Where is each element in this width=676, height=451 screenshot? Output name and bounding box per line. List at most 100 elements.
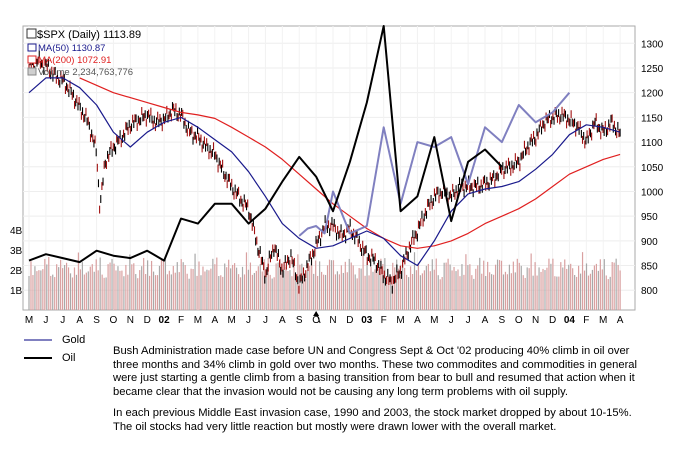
volume-bar: [60, 259, 62, 310]
volume-bar: [44, 258, 46, 310]
volume-bar: [30, 261, 32, 310]
volume-bar: [615, 258, 617, 310]
volume-bar: [152, 271, 155, 310]
volume-bar: [360, 268, 362, 310]
volume-bar: [253, 273, 255, 310]
volume-bar: [186, 273, 188, 310]
volume-bar: [473, 278, 475, 310]
volume-bar: [487, 261, 489, 310]
volume-bar: [97, 270, 99, 310]
volume-bar: [364, 275, 366, 310]
volume-bar: [287, 270, 289, 310]
volume-bar: [419, 275, 422, 310]
volume-bar: [212, 258, 214, 310]
x-tick-label: M: [430, 315, 438, 326]
volume-bar: [235, 267, 238, 310]
volume-bar: [542, 268, 544, 310]
volume-bar: [619, 270, 621, 310]
volume-bar: [350, 262, 352, 310]
volume-bar: [587, 275, 590, 310]
x-tick-label: F: [178, 315, 184, 326]
x-tick-label: J: [466, 315, 471, 326]
volume-bar: [281, 264, 283, 310]
volume-bar: [182, 262, 184, 310]
volume-bar: [147, 260, 149, 310]
volume-bar: [259, 264, 261, 310]
volume-bar: [425, 265, 427, 310]
volume-bar: [99, 257, 101, 310]
volume-bar: [77, 252, 80, 310]
volume-bar: [524, 277, 526, 310]
volume-bar: [585, 263, 588, 310]
volume-bar: [548, 258, 550, 310]
volume-bar: [192, 269, 194, 310]
volume-bar: [156, 275, 159, 310]
volume-bar: [83, 274, 85, 310]
volume-bar: [295, 274, 297, 310]
volume-bar: [125, 264, 127, 310]
volume-bar: [370, 266, 372, 310]
y-tick-label: 1050: [641, 163, 664, 174]
volume-bar: [500, 260, 503, 310]
x-tick-label: J: [43, 315, 48, 326]
volume-bar: [224, 263, 226, 310]
volume-bar: [307, 269, 309, 310]
volume-tick-label: 2B: [10, 266, 23, 277]
volume-bar: [475, 268, 477, 310]
volume-tick-label: 3B: [10, 246, 23, 257]
x-tick-label: M: [599, 315, 607, 326]
volume-bar: [81, 262, 83, 310]
volume-bar: [601, 269, 603, 310]
volume-bar: [218, 276, 220, 310]
x-tick-label: F: [381, 315, 387, 326]
volume-bar: [506, 274, 509, 310]
volume-bar: [342, 272, 344, 310]
volume-bar: [283, 270, 285, 310]
volume-bar: [494, 264, 497, 310]
volume-bar: [605, 275, 607, 310]
volume-bar: [376, 270, 378, 310]
volume-bar: [607, 279, 609, 310]
volume-bar: [121, 270, 123, 310]
y-axis-left: 1B 2B 3B 4B: [10, 226, 23, 297]
volume-bar: [291, 276, 293, 310]
volume-bar: [190, 268, 192, 310]
volume-bar: [303, 274, 305, 310]
volume-bar: [520, 265, 522, 310]
x-tick-label: F: [583, 315, 589, 326]
volume-bar: [178, 272, 180, 310]
volume-bar: [423, 270, 425, 310]
volume-bar: [249, 262, 252, 310]
caption-paragraph-1: Bush Administration made case before UN …: [113, 345, 638, 398]
x-axis: M J J A S O N D 02 F M A M J J A S O N D 03 F M A M J J A S O N D 04 F M A: [25, 315, 624, 326]
volume-bar: [564, 259, 566, 310]
volume-bar: [228, 259, 230, 310]
caption: Bush Administration made case before UN …: [113, 345, 653, 443]
volume-bar: [463, 274, 465, 310]
volume-bar: [158, 265, 161, 310]
volume-bar: [378, 268, 380, 310]
volume-bar: [317, 275, 319, 310]
volume-bar: [328, 259, 331, 310]
volume-bar: [267, 258, 269, 310]
volume-bar: [230, 268, 232, 310]
volume-bar: [411, 274, 414, 310]
volume-bar: [241, 266, 244, 310]
x-tick-label: J: [246, 315, 251, 326]
volume-bar: [467, 265, 469, 310]
volume-bar: [324, 274, 327, 310]
volume-bar: [271, 278, 273, 310]
volume-bar: [196, 275, 198, 310]
volume-bar: [95, 259, 97, 310]
volume-bar: [496, 259, 499, 310]
volume-bar: [164, 259, 167, 310]
x-tick-label: A: [279, 315, 286, 326]
volume-bar: [441, 277, 443, 310]
x-tick-label: O: [312, 315, 320, 326]
volume-bar: [111, 258, 113, 310]
volume-bar: [247, 269, 250, 310]
volume-bar: [150, 260, 153, 310]
gold-label: Gold: [62, 334, 86, 346]
volume-bar: [261, 271, 263, 310]
volume-bar: [145, 274, 147, 310]
